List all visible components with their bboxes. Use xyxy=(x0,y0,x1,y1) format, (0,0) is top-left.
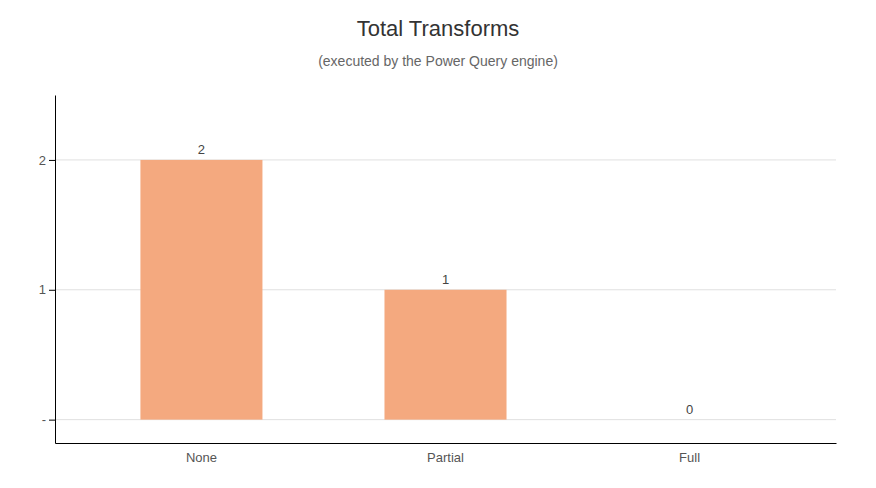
data-label: 2 xyxy=(198,142,205,157)
y-tick-mark xyxy=(49,420,55,421)
x-tick-label: None xyxy=(186,450,217,465)
y-tick: 2 xyxy=(39,153,55,168)
data-labels: 2 1 0 xyxy=(198,142,693,417)
grid xyxy=(55,160,836,420)
bars xyxy=(140,160,506,420)
bar xyxy=(384,290,506,420)
y-tick: 1 xyxy=(39,282,55,297)
y-tick-label: - xyxy=(42,412,46,427)
y-tick-label: 2 xyxy=(39,153,46,168)
chart: Total Transforms (executed by the Power Q… xyxy=(0,0,876,488)
plot-area: None Partial Full - 1 2 2 1 0 xyxy=(39,96,837,465)
y-tick-mark xyxy=(49,160,55,161)
x-axis-line xyxy=(56,443,837,444)
y-tick: - xyxy=(42,412,55,427)
data-label: 1 xyxy=(442,272,449,287)
x-tick-label: Full xyxy=(679,450,700,465)
x-tick: None xyxy=(186,450,217,465)
y-axis: - 1 2 xyxy=(39,96,56,444)
x-tick: Partial xyxy=(427,450,464,465)
y-tick-mark xyxy=(49,290,55,291)
bar xyxy=(140,160,262,420)
y-axis-line xyxy=(55,96,56,444)
x-tick-label: Partial xyxy=(427,450,464,465)
chart-container: Total Transforms (executed by the Power Q… xyxy=(0,0,876,488)
subtitle: (executed by the Power Query engine) xyxy=(318,53,558,69)
x-axis: None Partial Full xyxy=(56,444,837,465)
title: Total Transforms xyxy=(357,16,520,41)
bar xyxy=(629,419,751,420)
data-label: 0 xyxy=(686,402,693,417)
y-tick-label: 1 xyxy=(39,282,46,297)
x-tick: Full xyxy=(679,450,700,465)
